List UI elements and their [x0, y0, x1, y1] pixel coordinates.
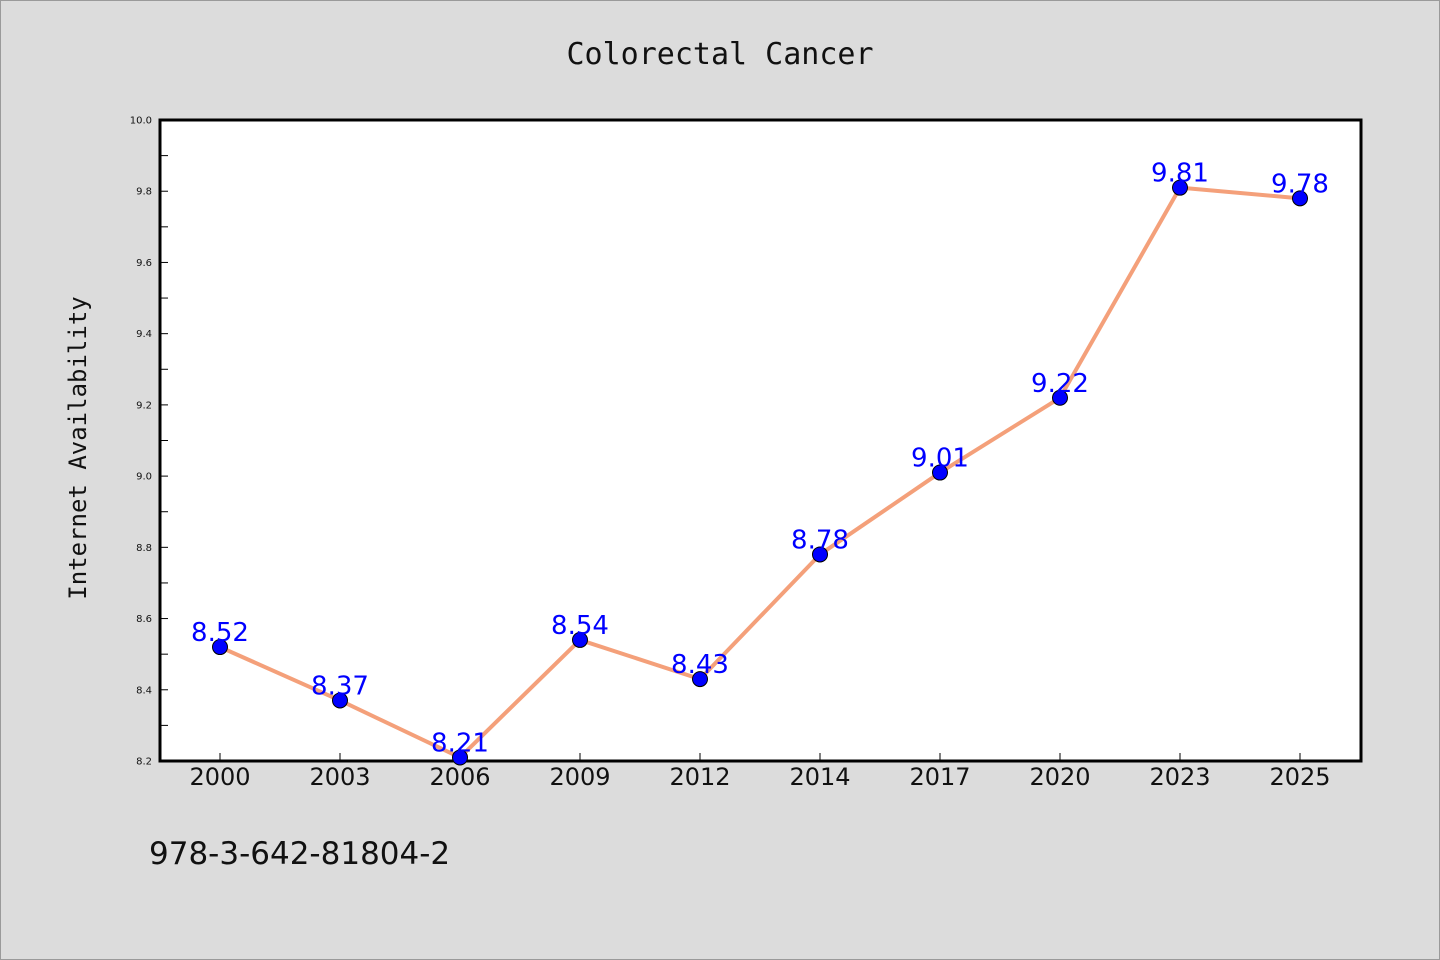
x-tick-label: 2009 — [549, 763, 610, 791]
data-point — [572, 631, 588, 648]
y-axis: 8.2 8.4 8.6 8.8 9.0 9.2 9.4 9.6 9.8 10.0 — [130, 116, 168, 768]
data-point — [1292, 190, 1308, 207]
x-axis: 2000 2003 2006 2009 2012 2014 2017 2020 2023 2025 — [189, 753, 1331, 791]
data-label: 9.01 — [911, 444, 969, 474]
data-label: 9.78 — [1271, 169, 1329, 199]
data-label: 9.22 — [1031, 369, 1089, 399]
x-tick-label: 2006 — [429, 763, 490, 791]
data-label: 8.43 — [671, 650, 729, 680]
data-point — [332, 692, 348, 709]
y-tick-label: 9.8 — [136, 187, 152, 198]
data-point — [452, 749, 468, 766]
y-tick-label: 9.6 — [136, 258, 152, 269]
y-tick-label: 8.6 — [136, 614, 152, 625]
series-line — [218, 185, 1302, 760]
data-label: 8.52 — [191, 618, 249, 648]
x-tick-label: 2012 — [669, 763, 730, 791]
x-tick-label: 2025 — [1269, 763, 1330, 791]
data-label: 8.54 — [551, 611, 609, 641]
data-label-layer: 8.52 8.37 8.21 8.54 8.43 8.78 9.01 9.22 9.81 9.78 — [191, 159, 1329, 759]
data-point — [812, 546, 828, 563]
x-tick-label: 2014 — [789, 763, 850, 791]
x-tick-label: 2020 — [1029, 763, 1090, 791]
series-layer — [212, 179, 1308, 766]
data-point — [932, 464, 948, 481]
y-tick-label: 8.8 — [136, 543, 152, 554]
data-point — [1172, 179, 1188, 196]
y-tick-label: 9.2 — [136, 400, 152, 411]
y-tick-label: 9.4 — [136, 329, 152, 340]
plot-area — [158, 118, 1363, 763]
data-point — [212, 639, 228, 656]
data-point — [692, 671, 708, 688]
y-tick-label: 8.4 — [136, 685, 152, 696]
y-tick-label: 9.0 — [136, 472, 152, 483]
data-label: 8.21 — [431, 728, 489, 758]
x-tick-label: 2023 — [1149, 763, 1210, 791]
data-label: 9.81 — [1151, 159, 1209, 189]
footnote-isbn: 978-3-642-81804-2 — [149, 836, 450, 872]
data-label: 8.37 — [311, 671, 369, 701]
chart-title: Colorectal Cancer — [566, 37, 873, 72]
y-tick-label: 10.0 — [130, 116, 152, 127]
x-tick-label: 2000 — [189, 763, 250, 791]
x-tick-label: 2003 — [309, 763, 370, 791]
x-tick-label: 2017 — [909, 763, 970, 791]
y-tick-label: 8.2 — [136, 757, 152, 768]
data-point — [1052, 389, 1068, 406]
y-axis-label: Internet Availability — [64, 296, 92, 599]
data-label: 8.78 — [791, 525, 849, 555]
